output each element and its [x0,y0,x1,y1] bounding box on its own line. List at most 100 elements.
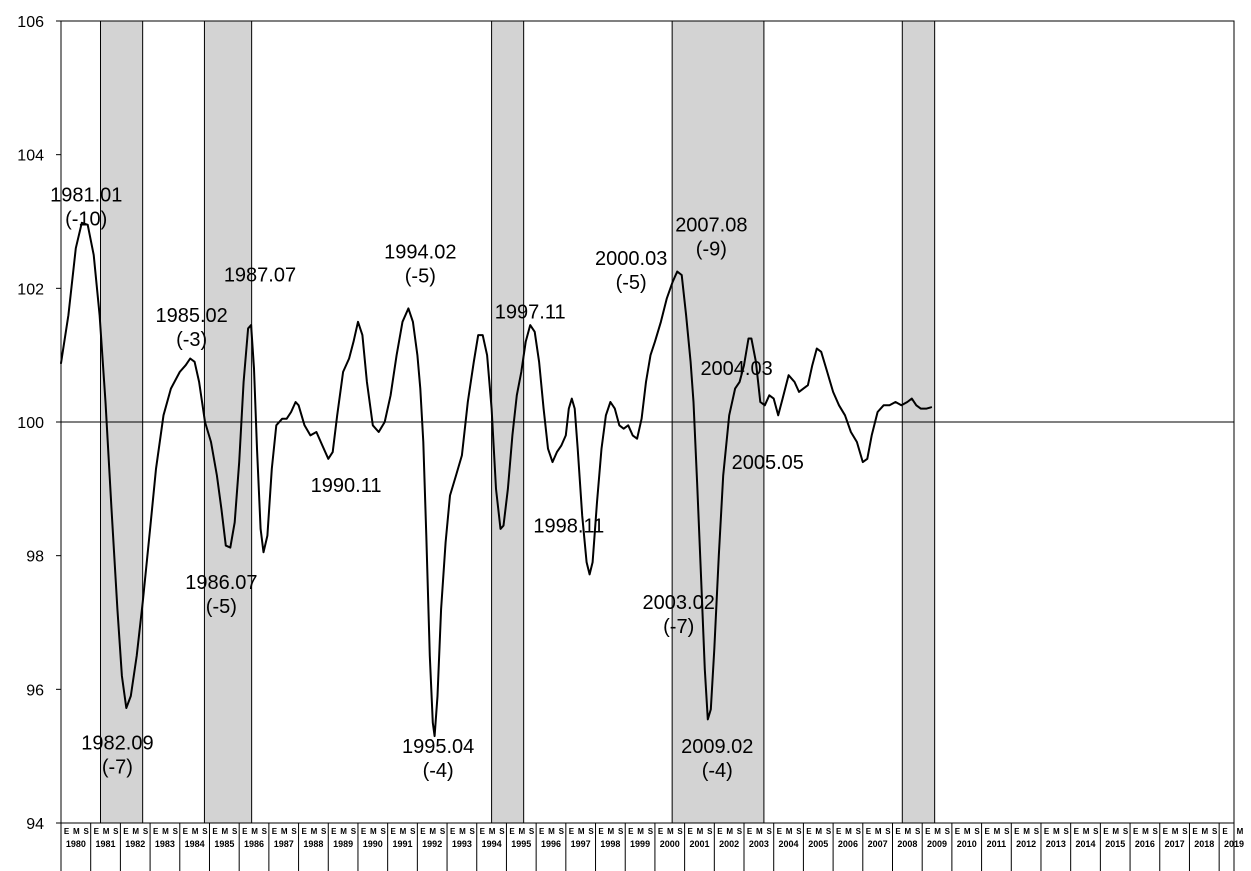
y-tick-label: 106 [17,14,44,31]
x-month-label: M [132,827,139,836]
x-tick-label: 2007 [868,839,888,849]
x-month-label: S [202,827,208,836]
x-month-label: E [212,827,218,836]
x-month-label: E [866,827,872,836]
x-month-label: E [925,827,931,836]
x-month-label: M [1237,827,1244,836]
x-month-label: S [1093,827,1099,836]
x-month-label: S [321,827,327,836]
x-month-label: E [717,827,723,836]
x-month-label: M [400,827,407,836]
x-month-label: M [1142,827,1149,836]
data-label: 1986.07 [185,572,257,594]
x-tick-label: 1988 [303,839,323,849]
y-tick-label: 94 [26,816,44,833]
x-month-label: S [291,827,297,836]
x-month-label: E [777,827,783,836]
x-month-label: S [737,827,743,836]
x-month-label: S [618,827,624,836]
x-tick-label: 1980 [66,839,86,849]
x-month-label: E [450,827,456,836]
data-label: 2000.03 [595,248,667,270]
x-month-label: S [529,827,535,836]
x-month-label: S [856,827,862,836]
x-month-label: S [83,827,89,836]
x-tick-label: 1996 [541,839,561,849]
x-month-label: M [845,827,852,836]
x-month-label: E [569,827,575,836]
data-label: 1982.09 [81,732,153,754]
x-month-label: M [548,827,555,836]
data-label: (-7) [663,616,694,638]
x-month-label: M [489,827,496,836]
x-month-label: E [94,827,100,836]
x-month-label: M [281,827,288,836]
x-month-label: S [232,827,238,836]
x-tick-label: 2011 [987,839,1007,849]
x-month-label: E [123,827,129,836]
x-tick-label: 1984 [185,839,205,849]
x-month-label: S [499,827,505,836]
x-month-label: M [1201,827,1208,836]
x-month-label: E [1192,827,1198,836]
x-tick-label: 1983 [155,839,175,849]
x-month-label: M [1023,827,1030,836]
data-label: 1990.11 [311,475,382,497]
x-tick-label: 1998 [600,839,620,849]
x-tick-label: 2004 [779,839,799,849]
x-month-label: E [1074,827,1080,836]
data-label: 1985.02 [156,305,228,327]
data-label: 1997.11 [495,301,566,323]
x-month-label: M [429,827,436,836]
x-month-label: S [113,827,119,836]
x-tick-label: 2012 [1016,839,1036,849]
x-tick-label: 2016 [1135,839,1155,849]
x-tick-label: 2018 [1194,839,1214,849]
x-tick-label: 1981 [96,839,116,849]
x-month-label: M [608,827,615,836]
data-label: (-7) [102,756,133,778]
x-month-label: M [1172,827,1179,836]
x-month-label: E [361,827,367,836]
x-tick-label: 1989 [333,839,353,849]
y-axis: 94 96 98 100 102 104 106 [17,14,61,833]
x-month-label: M [815,827,822,836]
x-month-label: E [806,827,812,836]
x-month-label: E [153,827,159,836]
x-month-label: E [242,827,248,836]
x-month-label: E [301,827,307,836]
series-line [60,221,933,738]
x-month-label: E [183,827,189,836]
x-tick-label: 2000 [660,839,680,849]
x-month-label: E [628,827,634,836]
x-month-label: S [767,827,773,836]
x-month-label: M [459,827,466,836]
data-label: (-5) [405,265,436,287]
x-month-label: S [410,827,416,836]
x-tick-label: 1991 [392,839,412,849]
x-tick-label: 2017 [1165,839,1185,849]
annotations: 1981.01(-10)1982.09(-7)1985.02(-3)1987.0… [50,184,804,781]
x-month-label: S [588,827,594,836]
data-label: (-3) [176,329,207,351]
x-month-label: E [1044,827,1050,836]
x-month-label: S [1182,827,1188,836]
x-month-label: M [103,827,110,836]
x-tick-label: 1997 [571,839,591,849]
x-month-label: M [73,827,80,836]
x-month-label: E [1222,827,1228,836]
x-month-label: E [1014,827,1020,836]
data-label: (-5) [616,272,647,294]
x-month-label: E [539,827,545,836]
x-month-label: M [251,827,258,836]
x-month-label: M [934,827,941,836]
x-month-label: E [1163,827,1169,836]
x-month-label: S [1063,827,1069,836]
x-month-label: S [648,827,654,836]
data-label: 2005.05 [732,452,804,474]
x-tick-label: 1987 [274,839,294,849]
x-month-label: M [1112,827,1119,836]
x-tick-label: 1990 [363,839,383,849]
x-tick-label: 2001 [689,839,709,849]
